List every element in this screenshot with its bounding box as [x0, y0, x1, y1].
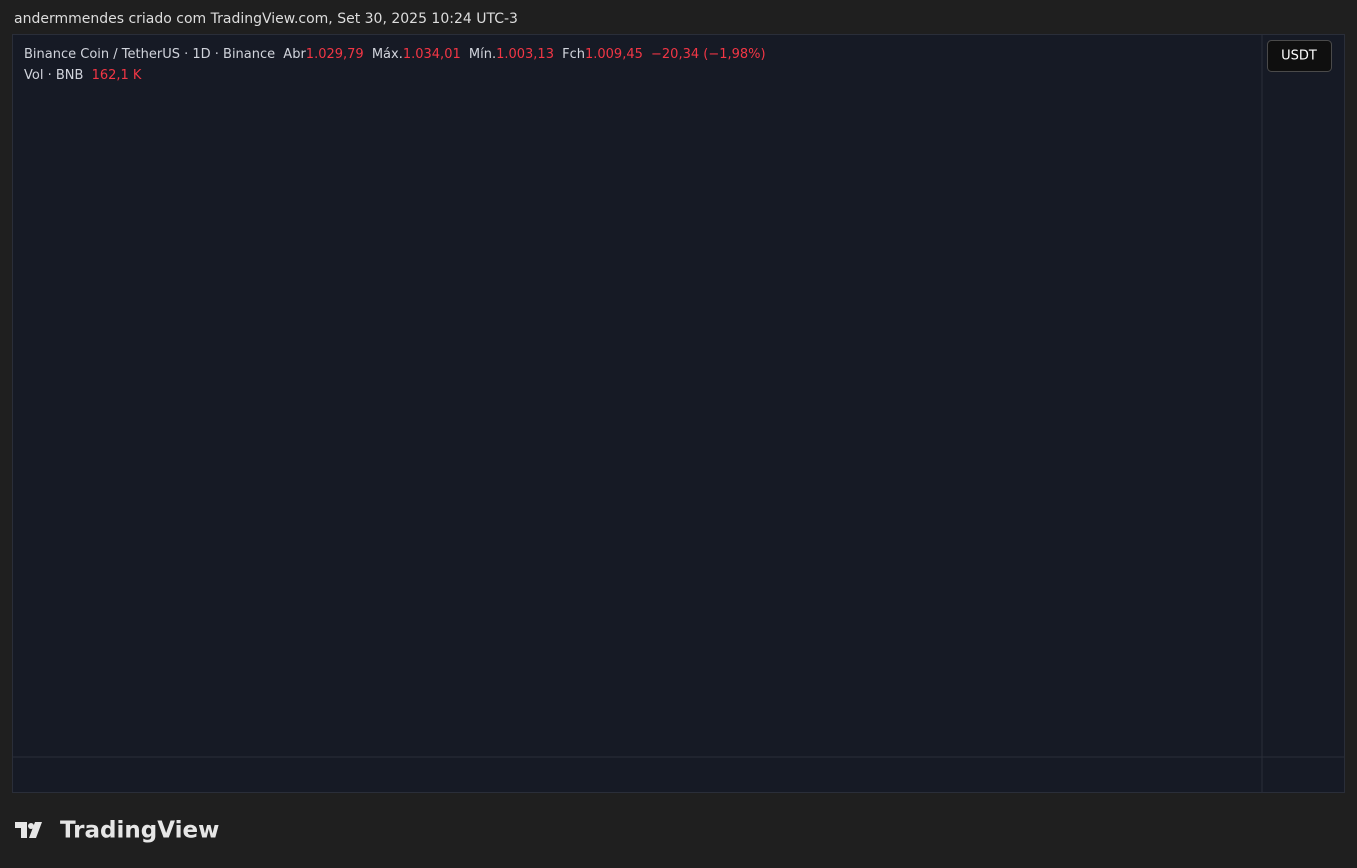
brand: TradingView: [60, 818, 219, 844]
change: −20,34 (−1,98%): [651, 47, 766, 62]
volume-legend: Vol · BNB 162,1 K: [24, 68, 142, 83]
caption: andermmendes criado com TradingView.com,…: [14, 11, 518, 27]
close-name: Fch: [562, 47, 585, 62]
close-value: 1.009,45: [585, 47, 643, 62]
high-name: Máx.: [372, 47, 403, 62]
high-value: 1.034,01: [403, 47, 461, 62]
low-name: Mín.: [469, 47, 496, 62]
volume-value: 162,1 K: [92, 68, 142, 83]
logo-dot: [28, 823, 34, 829]
logo: [15, 822, 42, 838]
low-value: 1.003,13: [496, 47, 554, 62]
open-value: 1.029,79: [306, 47, 364, 62]
frame: [12, 34, 1345, 793]
open-name: Abr: [283, 47, 306, 62]
currency[interactable]: USDT: [1281, 49, 1317, 64]
volume-name: Vol · BNB: [24, 68, 83, 83]
time-axis: [13, 757, 1344, 792]
price-axis: [1262, 35, 1344, 757]
plot-area: [13, 35, 1262, 757]
symbol: Binance Coin / TetherUS · 1D · Binance: [24, 47, 275, 62]
logo-mark: [15, 822, 42, 838]
legend: Binance Coin / TetherUS · 1D · Binance A…: [24, 47, 766, 62]
currency-button[interactable]: [1267, 40, 1332, 72]
